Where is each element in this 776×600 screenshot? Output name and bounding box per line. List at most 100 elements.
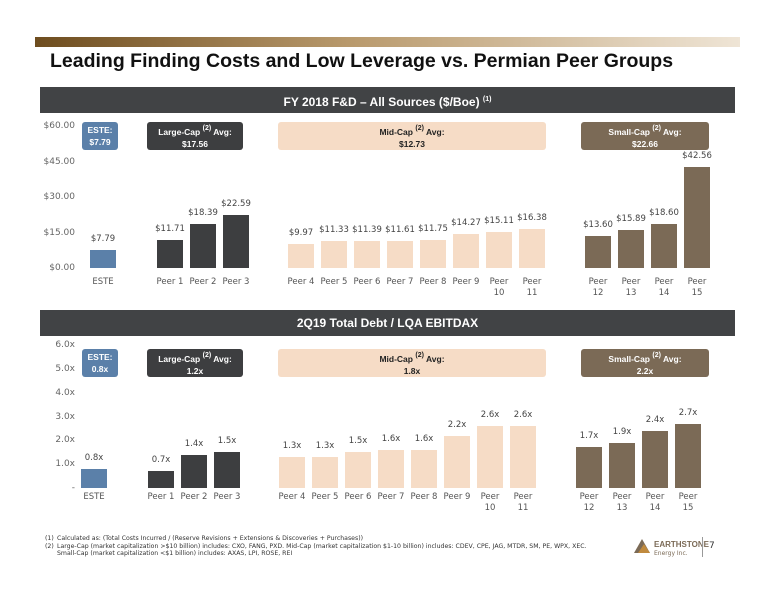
bar	[223, 214, 249, 268]
x-tick-label: Peer 2	[180, 492, 208, 502]
bar	[157, 240, 183, 268]
bar	[585, 235, 611, 268]
value-label: 0.7x	[151, 455, 171, 466]
x-tick-label: Peer 6	[344, 492, 372, 502]
group-box: Small-Cap (2) Avg: $22.66	[581, 122, 709, 150]
top-band	[35, 37, 740, 47]
value-label: 1.5x	[217, 436, 237, 447]
value-label: 1.4x	[184, 438, 204, 449]
bar	[378, 449, 404, 488]
bar	[90, 249, 116, 268]
bar	[675, 423, 701, 488]
group-value: $7.79	[89, 137, 111, 147]
y-tick-label: 6.0x	[55, 340, 75, 350]
x-tick-label: Peer 2	[189, 277, 217, 287]
bar	[519, 229, 545, 268]
value-label: $18.39	[188, 208, 218, 219]
x-tick-label: Peer 11	[522, 277, 542, 298]
x-tick-label: ESTE	[92, 277, 114, 287]
bar	[684, 167, 710, 268]
group-note: (2)	[202, 124, 212, 132]
chart-title: 2Q19 Total Debt / LQA EBITDAX	[296, 316, 479, 330]
value-label: 1.6x	[381, 433, 401, 444]
value-label: $15.89	[616, 214, 646, 225]
group-value: 1.2x	[186, 365, 204, 376]
bar	[279, 457, 305, 488]
x-tick-label: Peer 8	[419, 277, 447, 287]
value-label: $22.59	[221, 198, 251, 209]
group-value: $12.73	[399, 138, 425, 149]
bar	[453, 234, 479, 268]
value-label: $11.61	[385, 224, 415, 235]
x-tick-label: Peer 9	[443, 492, 471, 502]
bar	[618, 230, 644, 268]
group-note: (2)	[652, 124, 661, 132]
x-tick-label: Peer 10	[480, 492, 500, 513]
bar	[576, 447, 602, 488]
logo-mark	[634, 539, 650, 553]
group-note: (2)	[415, 351, 424, 359]
x-tick-label: Peer 4	[287, 277, 315, 287]
bar	[642, 430, 668, 488]
bar	[288, 244, 314, 268]
group-box: Mid-Cap (2) Avg: 1.8x	[278, 349, 546, 377]
bar	[387, 240, 413, 268]
x-tick-label: Peer 13	[612, 492, 632, 513]
group-suffix: Avg:	[425, 126, 445, 137]
bar	[148, 471, 174, 488]
group-suffix: Avg:	[662, 126, 682, 137]
y-tick-label: $15.00	[43, 227, 76, 238]
x-tick-label: Peer 10	[489, 277, 509, 298]
group-label: ESTE:	[82, 351, 118, 363]
x-tick-label: Peer 14	[654, 277, 674, 298]
group-box: Mid-Cap (2) Avg: $12.73	[278, 122, 546, 150]
group-suffix: Avg:	[213, 353, 232, 364]
chart-header: FY 2018 F&D – All Sources ($/Boe) (1)	[40, 87, 735, 113]
x-tick-label: Peer 15	[678, 492, 698, 513]
y-tick-label: $0.00	[49, 263, 75, 273]
divider	[702, 537, 703, 557]
bar	[411, 449, 437, 488]
x-tick-label: Peer 7	[377, 492, 405, 502]
y-tick-label: $60.00	[43, 121, 76, 131]
value-label: 2.2x	[447, 419, 467, 430]
chart-header: 2Q19 Total Debt / LQA EBITDAX	[40, 310, 735, 336]
value-label: 2.4x	[645, 414, 665, 425]
group-suffix: Avg:	[213, 126, 232, 137]
group-suffix: Avg:	[425, 353, 445, 364]
group-value: $17.56	[182, 138, 208, 149]
group-note: (2)	[202, 351, 212, 359]
group-value: 2.2x	[636, 365, 654, 376]
value-label: $11.71	[155, 224, 185, 235]
value-label: 2.6x	[480, 410, 500, 421]
value-label: $42.56	[682, 151, 712, 162]
value-label: $13.60	[583, 219, 613, 230]
group-box: ESTE: $7.79	[82, 122, 118, 150]
y-tick-label: 2.0x	[55, 435, 75, 446]
group-name: Mid-Cap	[379, 126, 413, 137]
x-tick-label: Peer 5	[311, 492, 339, 502]
x-tick-label: Peer 15	[687, 277, 707, 298]
chart-title-note: (1)	[482, 96, 492, 103]
bar	[321, 241, 347, 268]
page-number: 7	[709, 541, 715, 551]
x-tick-label: Peer 3	[222, 277, 250, 287]
x-tick-label: Peer 3	[213, 492, 241, 502]
y-tick-label: 5.0x	[55, 363, 75, 374]
group-name: Large-Cap	[158, 353, 201, 364]
bar	[190, 224, 216, 268]
logo-name: EARTHSTONE	[654, 540, 709, 549]
bar	[486, 232, 512, 268]
group-value: 1.8x	[403, 365, 421, 376]
x-tick-label: Peer 1	[147, 492, 175, 502]
value-label: 2.7x	[678, 407, 698, 418]
group-name: Mid-Cap	[379, 353, 413, 364]
x-tick-label: Peer 11	[513, 492, 533, 513]
group-note: (2)	[415, 124, 424, 132]
value-label: 1.6x	[414, 433, 434, 444]
value-label: 1.5x	[348, 436, 368, 447]
footnote-text: Large-Cap (market capitalization >$10 bi…	[57, 542, 587, 558]
x-tick-label: Peer 12	[588, 277, 608, 298]
group-note: (2)	[652, 351, 661, 359]
